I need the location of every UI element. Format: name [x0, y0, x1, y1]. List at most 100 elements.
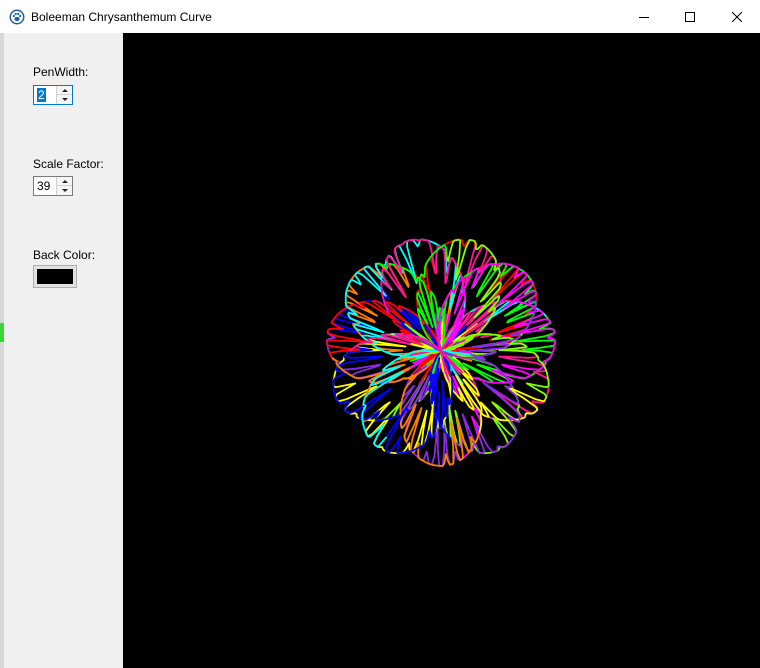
curve-segment — [501, 372, 519, 400]
maximize-icon — [685, 11, 695, 22]
curve-segment — [352, 325, 394, 348]
curve-segment — [349, 337, 411, 352]
curve-segment — [434, 347, 479, 359]
curve-segment — [408, 238, 437, 275]
pen-width-down-button[interactable] — [57, 95, 72, 104]
curve-segment — [429, 361, 436, 383]
curve-segment — [502, 419, 518, 449]
curve-segment — [448, 321, 462, 342]
curve-segment — [455, 374, 498, 419]
curve-segment — [468, 346, 507, 358]
curve-segment — [358, 388, 392, 422]
pen-width-value[interactable]: 2 — [37, 88, 46, 102]
close-button[interactable] — [714, 0, 760, 33]
curve-segment — [472, 354, 503, 374]
curve-segment — [426, 244, 448, 263]
curve-segment — [331, 357, 354, 378]
settings-panel: PenWidth: 2 Scale Factor: 39 Back Color: — [4, 33, 123, 668]
curve-segment — [479, 255, 502, 303]
curve-segment — [429, 379, 448, 439]
arrow-down-icon — [61, 189, 68, 192]
curve-segment — [441, 314, 446, 343]
chrysanthemum-curve — [326, 238, 556, 467]
curve-segment — [416, 292, 429, 325]
curve-segment — [436, 315, 447, 375]
curve-segment — [482, 381, 521, 423]
curve-segment — [384, 410, 405, 455]
curve-segment — [361, 399, 367, 429]
curve-segment — [404, 429, 432, 454]
curve-segment — [464, 312, 495, 342]
curve-segment — [379, 407, 410, 421]
curve-segment — [365, 401, 391, 447]
curve-segment — [469, 423, 503, 455]
window-title: Boleeman Chrysanthemum Curve — [31, 10, 212, 24]
pen-width-stepper[interactable]: 2 — [33, 85, 73, 105]
curve-segment — [334, 396, 378, 415]
minimize-icon — [639, 16, 649, 18]
curve-segment — [363, 365, 404, 400]
curve-segment — [423, 337, 474, 356]
paw-icon[interactable] — [9, 9, 25, 25]
curve-segment — [435, 245, 456, 284]
curve-segment — [399, 379, 425, 429]
scale-factor-stepper[interactable]: 39 — [33, 176, 73, 196]
curve-segment — [456, 417, 481, 454]
curve-segment — [513, 313, 556, 339]
curve-segment — [439, 289, 454, 316]
curve-segment — [375, 346, 404, 358]
curve-segment — [446, 385, 454, 415]
curve-segment — [417, 453, 442, 467]
pen-width-label: PenWidth: — [33, 65, 89, 79]
pen-width-up-button[interactable] — [57, 86, 72, 95]
curve-segment — [473, 283, 502, 319]
maximize-button[interactable] — [667, 0, 713, 33]
curve-segment — [371, 300, 412, 327]
scale-factor-label: Scale Factor: — [33, 157, 104, 171]
curve-segment — [498, 274, 537, 309]
curve-segment — [496, 415, 527, 422]
curve-segment — [428, 357, 441, 415]
curve-segment — [406, 333, 430, 343]
curve-segment — [439, 291, 466, 353]
background-window-marker — [0, 323, 4, 342]
title-bar[interactable]: Boleeman Chrysanthemum Curve — [0, 0, 760, 33]
curve-segment — [334, 385, 378, 415]
curve-segment — [520, 350, 549, 376]
arrow-up-icon — [61, 179, 68, 183]
curve-segment — [462, 378, 483, 433]
scale-factor-value[interactable]: 39 — [37, 179, 51, 193]
scale-factor-down-button[interactable] — [57, 186, 72, 195]
drawing-canvas[interactable] — [123, 33, 760, 668]
curve-segment — [380, 283, 390, 314]
arrow-down-icon — [61, 98, 68, 101]
curve-segment — [405, 268, 437, 329]
curve-segment — [544, 336, 556, 362]
curve-segment — [471, 325, 530, 348]
curve-segment — [525, 374, 550, 401]
curve-segment — [518, 300, 544, 315]
curve-segment — [504, 262, 528, 279]
back-color-button[interactable] — [33, 265, 77, 288]
curve-segment — [380, 255, 407, 299]
curve-segment — [344, 274, 362, 299]
curve-segment — [382, 354, 405, 372]
curve-segment — [381, 333, 423, 346]
close-icon — [732, 11, 742, 22]
curve-segment — [451, 268, 477, 315]
curve-segment — [504, 385, 546, 417]
curve-segment — [432, 337, 454, 386]
curve-segment — [326, 332, 369, 359]
curve-segment — [440, 421, 464, 467]
curve-segment — [335, 347, 384, 372]
background-window-edge — [0, 33, 4, 668]
curve-segment — [422, 319, 451, 377]
curve-segment — [388, 362, 420, 384]
scale-factor-up-button[interactable] — [57, 177, 72, 186]
minimize-button[interactable] — [621, 0, 667, 33]
curve-segment — [344, 298, 385, 334]
curve-segment — [475, 333, 502, 341]
arrow-up-icon — [61, 88, 68, 92]
curve-segment — [354, 262, 393, 297]
